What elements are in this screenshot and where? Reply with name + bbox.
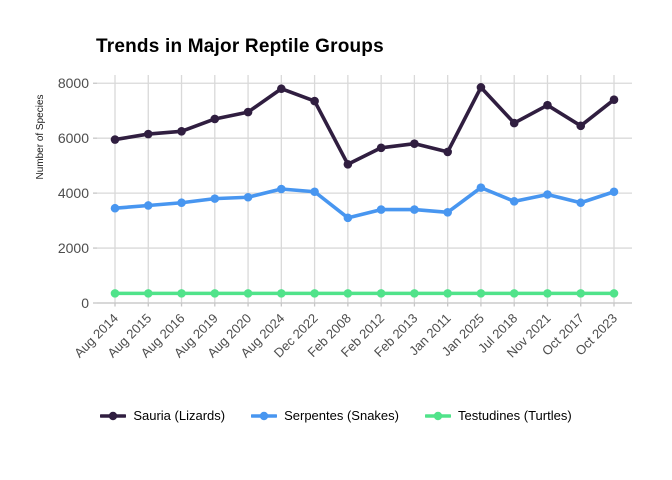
legend-label-serpentes: Serpentes (Snakes) bbox=[284, 408, 399, 423]
svg-text:6000: 6000 bbox=[58, 130, 89, 146]
legend-key-line-dot-icon bbox=[425, 409, 451, 423]
legend-item-sauria: Sauria (Lizards) bbox=[100, 408, 225, 423]
legend-item-testudines: Testudines (Turtles) bbox=[425, 408, 572, 423]
legend: Sauria (Lizards) Serpentes (Snakes) Test… bbox=[0, 408, 672, 423]
legend-item-serpentes: Serpentes (Snakes) bbox=[251, 408, 399, 423]
legend-label-sauria: Sauria (Lizards) bbox=[133, 408, 226, 423]
svg-text:8000: 8000 bbox=[58, 75, 89, 91]
svg-text:2000: 2000 bbox=[58, 240, 89, 256]
legend-key-line-dot-icon bbox=[100, 409, 127, 423]
svg-text:4000: 4000 bbox=[58, 185, 89, 201]
chart-title: Trends in Major Reptile Groups bbox=[96, 36, 384, 57]
y-axis-title: Number of Species bbox=[35, 94, 46, 180]
legend-label-testudines: Testudines (Turtles) bbox=[458, 408, 572, 423]
svg-text:0: 0 bbox=[81, 295, 89, 311]
legend-key-line-dot-icon bbox=[251, 409, 278, 423]
